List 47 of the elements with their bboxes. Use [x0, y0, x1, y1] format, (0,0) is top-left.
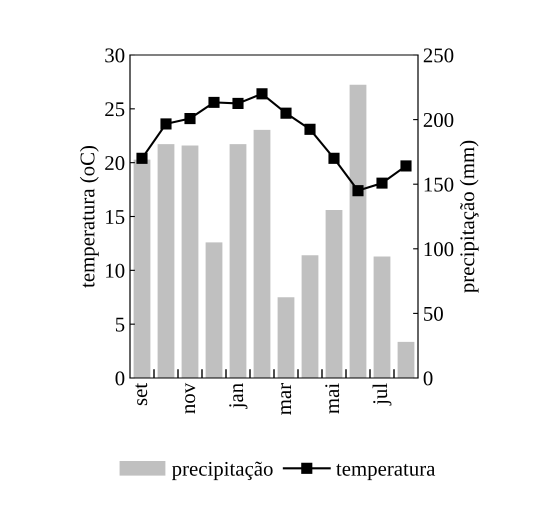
y2-axis-title: precipitação (mm)	[460, 140, 479, 293]
point	[400, 160, 412, 172]
legend-label: temperatura	[336, 464, 436, 480]
point	[136, 152, 148, 164]
bar	[278, 297, 294, 378]
y-tick-label: 25	[105, 102, 124, 116]
y-axis-title: temperatura (oC)	[80, 146, 99, 288]
point	[376, 178, 388, 189]
bar	[398, 342, 414, 378]
point	[280, 108, 292, 119]
point	[160, 118, 172, 130]
x-tick-label: nov	[185, 382, 196, 414]
bar	[350, 84, 366, 378]
point	[208, 96, 220, 108]
bar	[254, 130, 270, 378]
bar	[230, 144, 246, 378]
legend-label: precipitação	[172, 462, 273, 480]
bar	[302, 255, 318, 378]
bar	[134, 160, 150, 378]
y2-tick-label: 200	[424, 112, 454, 128]
point	[304, 124, 316, 135]
bar	[182, 145, 198, 378]
point	[232, 98, 244, 110]
x-tick-label: jul	[372, 383, 392, 406]
y-tick-label: 30	[105, 48, 124, 62]
y-tick-label: 20	[105, 156, 124, 170]
bar	[206, 242, 222, 378]
bar	[374, 256, 390, 378]
y2-tick-label: 0	[424, 371, 432, 386]
y2-tick-label: 50	[424, 306, 443, 321]
x-tick-label: mai	[325, 383, 340, 414]
bar	[326, 210, 342, 378]
y-tick-label: 15	[106, 210, 124, 224]
y-tick-label: 5	[116, 318, 124, 332]
x-tick-label: jan	[229, 383, 248, 409]
point	[352, 185, 364, 196]
point	[184, 112, 196, 124]
y-tick-label: 10	[106, 264, 124, 278]
y-tick-label: 0	[116, 371, 124, 386]
y2-tick-label: 100	[424, 242, 454, 256]
x-tick-label: mar	[281, 383, 292, 415]
y2-tick-label: 150	[424, 178, 454, 192]
point	[328, 152, 340, 164]
x-tick-label: set	[135, 382, 148, 406]
bar	[158, 144, 174, 378]
y2-tick-label: 250	[424, 48, 454, 62]
point	[256, 88, 268, 100]
